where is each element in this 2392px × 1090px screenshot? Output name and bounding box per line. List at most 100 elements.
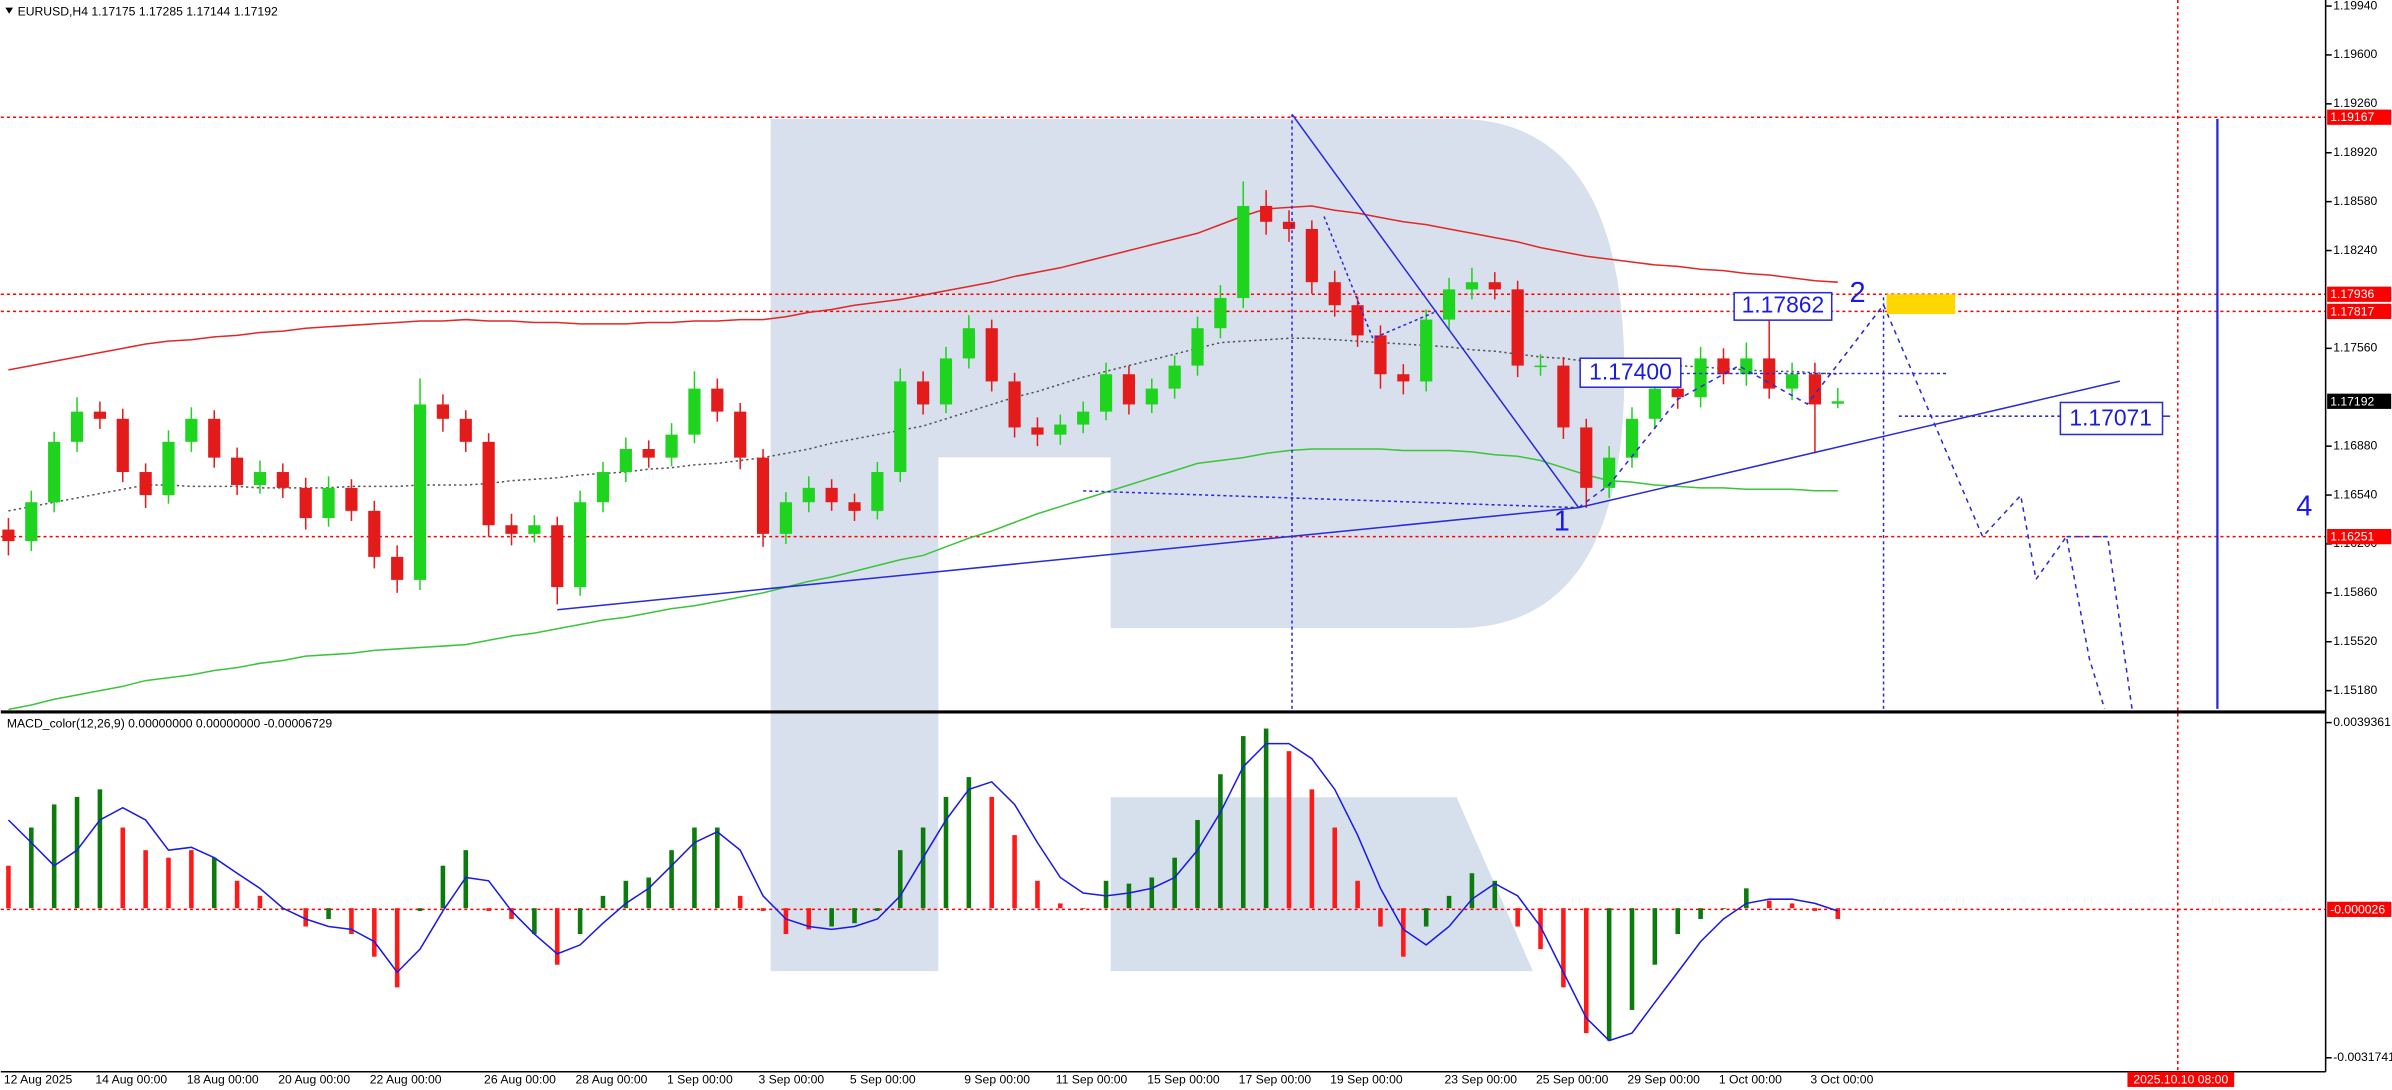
candle-body xyxy=(1442,289,1456,320)
candle-body xyxy=(1282,221,1296,229)
x-tick-label: 11 Sep 00:00 xyxy=(1056,1072,1128,1086)
histogram-bar xyxy=(74,796,80,909)
histogram-bar xyxy=(97,789,103,909)
histogram-bar xyxy=(1789,903,1795,909)
annotation: 1.17400 xyxy=(1589,359,1672,385)
candle-body xyxy=(482,441,495,526)
histogram-bar xyxy=(234,880,240,909)
x-tick-label: 12 Aug 2025 xyxy=(4,1072,73,1086)
candle-body xyxy=(848,502,861,511)
x-tick-label: 9 Sep 00:00 xyxy=(964,1072,1030,1086)
histogram-bar xyxy=(715,827,720,909)
histogram-bar xyxy=(783,908,789,935)
y-tick-label: 1.19600 xyxy=(2333,47,2377,61)
histogram-bar xyxy=(1172,857,1177,909)
candle-body xyxy=(116,418,129,473)
histogram-bar xyxy=(486,908,491,911)
histogram-bar xyxy=(120,827,126,909)
candle-body xyxy=(962,328,975,359)
candle-body xyxy=(1694,358,1707,398)
chart-title: EURUSD,H4 1.17175 1.17285 1.17144 1.1719… xyxy=(18,4,278,18)
candle-body xyxy=(162,441,175,496)
candle-body xyxy=(2,529,15,542)
analysis-objects xyxy=(557,113,2219,712)
histogram-bar xyxy=(806,908,812,930)
histogram-bar xyxy=(1446,895,1452,909)
histogram-bar xyxy=(440,865,446,909)
histogram-bar xyxy=(852,908,857,924)
level-label: -0.000026 xyxy=(2330,902,2385,916)
level-label: 1.17817 xyxy=(2330,304,2374,318)
histogram-bar xyxy=(1629,908,1635,1010)
bid-box xyxy=(2327,393,2392,409)
level-box xyxy=(2327,528,2392,545)
histogram-bar xyxy=(1035,880,1040,909)
menu-triangle xyxy=(5,7,14,14)
histogram-bar xyxy=(1538,908,1543,950)
histogram-bar xyxy=(897,850,903,909)
candle-body xyxy=(711,388,724,412)
histogram-bar xyxy=(1812,908,1818,911)
histogram-bar xyxy=(1675,908,1681,935)
histogram-bar xyxy=(875,908,880,911)
x-tick-label: 20 Aug 00:00 xyxy=(278,1072,350,1086)
candle-body xyxy=(253,472,267,485)
candle-body xyxy=(1580,427,1593,488)
y-tick-label: 1.17560 xyxy=(2333,341,2377,355)
level-box xyxy=(2327,901,2392,917)
candle-body xyxy=(1305,228,1318,283)
histogram-bar xyxy=(349,908,354,935)
candle-body xyxy=(505,525,518,534)
candle-body xyxy=(528,525,541,534)
candle-body xyxy=(596,472,610,503)
candle-body xyxy=(1237,205,1250,299)
histogram-bar xyxy=(623,880,629,909)
histogram-bar xyxy=(1378,908,1383,927)
candle-body xyxy=(70,411,84,442)
candle-body xyxy=(1740,358,1753,375)
level-label: 1.19167 xyxy=(2330,110,2374,124)
histogram-bar xyxy=(463,850,469,909)
candle-body xyxy=(436,404,450,419)
level-box xyxy=(2327,303,2392,320)
candle-body xyxy=(208,418,221,458)
indicator-title: MACD_color(12,26,9) 0.00000000 0.0000000… xyxy=(7,716,332,730)
moving-average xyxy=(8,448,1838,711)
wave-label: 2 xyxy=(1850,277,1866,309)
x-tick-label: 25 Sep 00:00 xyxy=(1536,1072,1609,1086)
x-tick-label: 14 Aug 00:00 xyxy=(95,1072,167,1086)
x-tick-label: 29 Sep 00:00 xyxy=(1627,1072,1700,1086)
candle-body xyxy=(93,411,106,419)
candle-body xyxy=(1145,388,1158,405)
histogram-bar xyxy=(646,877,651,909)
candle-body xyxy=(1054,424,1067,435)
candle-body xyxy=(1077,411,1090,425)
x-tick-label: 3 Sep 00:00 xyxy=(758,1072,824,1086)
candle-body xyxy=(1260,205,1273,222)
histogram-bar xyxy=(1469,873,1475,909)
cursor-time: 2025.10.10 08:00 xyxy=(2133,1072,2228,1086)
candle-body xyxy=(1511,289,1524,366)
level-label: 1.16251 xyxy=(2330,530,2374,544)
histogram-bar xyxy=(1195,819,1200,909)
x-tick-label: 1 Oct 00:00 xyxy=(1719,1072,1782,1086)
candle-body xyxy=(345,487,358,511)
histogram-bar xyxy=(1286,751,1292,909)
candle-body xyxy=(413,404,427,580)
annotation: 1.17862 xyxy=(1742,291,1825,317)
histogram-bar xyxy=(143,850,148,909)
y-tick-label: 1.19940 xyxy=(2333,0,2377,12)
histogram-bar xyxy=(692,827,697,909)
histogram-bar xyxy=(1103,880,1109,909)
frames xyxy=(0,0,2327,1073)
candle-body xyxy=(1625,418,1639,458)
x-tick-label: 18 Aug 00:00 xyxy=(187,1072,259,1086)
candle-body xyxy=(1717,358,1730,375)
candle-body xyxy=(391,556,404,580)
histogram-bar xyxy=(1058,903,1063,909)
candle-body xyxy=(779,502,793,534)
candle-body xyxy=(665,434,678,458)
candle-body xyxy=(1831,401,1844,404)
